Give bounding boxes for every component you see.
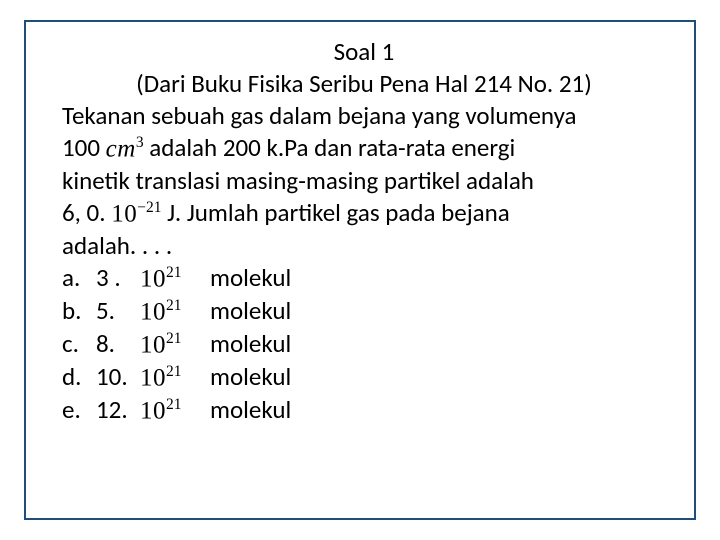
option-unit: molekul xyxy=(210,394,291,426)
option-value: 5. xyxy=(96,295,140,327)
question-line-5: adalah. . . . xyxy=(62,230,666,262)
sci-notation: 1021 xyxy=(140,296,208,328)
pos-exp: 21 xyxy=(166,363,182,380)
option-a: a. 3 . 1021 molekul xyxy=(62,262,666,295)
ten-base: 10 xyxy=(140,331,166,358)
pos-exp: 21 xyxy=(166,330,182,347)
option-value: 12. xyxy=(96,394,140,426)
options-list: a. 3 . 1021 molekul b. 5. 1021 molekul c… xyxy=(62,262,666,427)
option-b: b. 5. 1021 molekul xyxy=(62,295,666,328)
ten-base: 10 xyxy=(140,364,166,391)
cm-base: cm xyxy=(106,135,136,162)
option-letter: b. xyxy=(62,295,96,327)
option-value: 3 . xyxy=(96,262,140,294)
option-unit: molekul xyxy=(210,262,291,294)
pos-exp: 21 xyxy=(166,396,182,413)
ten-base: 10 xyxy=(111,200,137,227)
question-line-1: Tekanan sebuah gas dalam bejana yang vol… xyxy=(62,100,666,132)
question-line-2: 100 cm3 adalah 200 k.Pa dan rata-rata en… xyxy=(62,132,666,165)
text-fragment: 100 xyxy=(62,132,106,163)
cm-sup: 3 xyxy=(136,134,144,151)
sci-notation: 1021 xyxy=(140,395,208,427)
text-fragment: adalah 200 k.Pa dan rata-rata energi xyxy=(144,132,516,163)
question-content: Soal 1 (Dari Buku Fisika Seribu Pena Hal… xyxy=(26,36,694,427)
ten-base: 10 xyxy=(140,397,166,424)
sci-notation: 10−21 xyxy=(111,198,161,230)
option-letter: e. xyxy=(62,394,96,426)
pos-exp: 21 xyxy=(166,297,182,314)
question-source: (Dari Buku Fisika Seribu Pena Hal 214 No… xyxy=(62,68,666,100)
question-frame: Soal 1 (Dari Buku Fisika Seribu Pena Hal… xyxy=(24,20,696,520)
option-unit: molekul xyxy=(210,295,291,327)
option-unit: molekul xyxy=(210,361,291,393)
ten-base: 10 xyxy=(140,298,166,325)
sci-notation: 1021 xyxy=(140,263,208,295)
option-c: c. 8. 1021 molekul xyxy=(62,328,666,361)
option-d: d. 10. 1021 molekul xyxy=(62,361,666,394)
question-line-4: 6, 0. 10−21 J. Jumlah partikel gas pada … xyxy=(62,197,666,230)
option-letter: d. xyxy=(62,361,96,393)
unit-cm3: cm3 xyxy=(106,133,144,165)
sci-notation: 1021 xyxy=(140,362,208,394)
text-fragment: 6, 0. xyxy=(62,197,111,228)
option-letter: c. xyxy=(62,328,96,360)
question-line-3: kinetik translasi masing-masing partikel… xyxy=(62,165,666,197)
sci-notation: 1021 xyxy=(140,329,208,361)
pos-exp: 21 xyxy=(166,264,182,281)
option-e: e. 12. 1021 molekul xyxy=(62,394,666,427)
option-value: 8. xyxy=(96,328,140,360)
text-fragment: J. Jumlah partikel gas pada bejana xyxy=(161,197,509,228)
option-unit: molekul xyxy=(210,328,291,360)
option-value: 10. xyxy=(96,361,140,393)
question-title: Soal 1 xyxy=(62,36,666,68)
neg-exp: −21 xyxy=(137,199,161,216)
option-letter: a. xyxy=(62,262,96,294)
ten-base: 10 xyxy=(140,265,166,292)
